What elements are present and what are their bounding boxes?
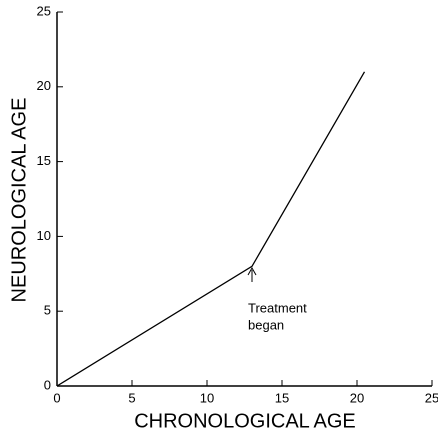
x-tick-label: 20 (350, 390, 364, 405)
x-tick-label: 5 (128, 390, 135, 405)
x-tick-label: 0 (53, 390, 60, 405)
x-tick-label: 25 (425, 390, 438, 405)
y-axis-label: NEUROLOGICAL AGE (8, 98, 30, 303)
y-tick-label: 25 (37, 3, 51, 18)
y-tick-label: 10 (37, 228, 51, 243)
y-tick-label: 20 (37, 78, 51, 93)
data-line (56, 71, 366, 387)
y-tick-label: 0 (44, 377, 51, 392)
x-axis-label: CHRONOLOGICAL AGE (134, 410, 356, 432)
x-tick-label: 10 (200, 390, 214, 405)
y-tick-label: 15 (37, 153, 51, 168)
annotation-arrowhead (247, 266, 257, 276)
y-tick-label: 5 (44, 303, 51, 318)
annotation: began (248, 317, 284, 332)
x-tick-label: 15 (275, 390, 289, 405)
annotation: Treatment (248, 300, 307, 315)
